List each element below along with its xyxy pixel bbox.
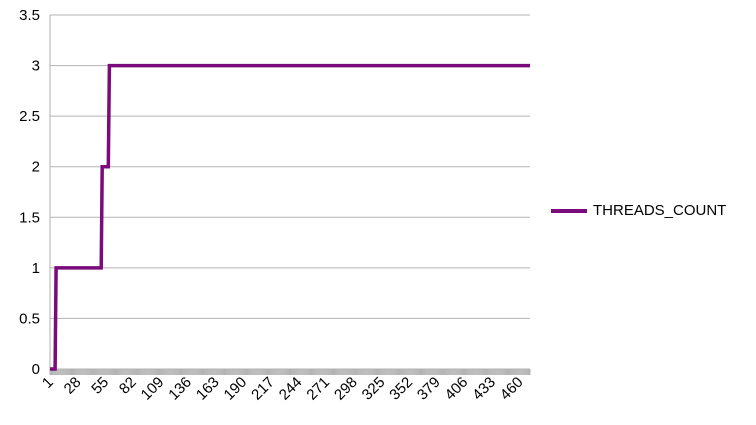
x-tick-label: 136 bbox=[165, 374, 195, 404]
x-tick-label: 109 bbox=[138, 374, 168, 404]
x-tick-label: 406 bbox=[442, 374, 472, 404]
y-tick-label: 0.5 bbox=[19, 310, 40, 327]
legend-swatch bbox=[551, 208, 587, 213]
x-tick-label: 55 bbox=[88, 374, 112, 398]
y-tick-label: 2.5 bbox=[19, 108, 40, 125]
y-tick-label: 3.5 bbox=[19, 7, 40, 24]
x-axis: 1 28 55 82109136163190217244271298325352379… bbox=[39, 368, 531, 404]
series-layer bbox=[50, 63, 530, 371]
y-axis: 0 0.5 1 1.5 2 2.5 3 3.5 bbox=[19, 7, 51, 378]
x-tick-label: 163 bbox=[193, 374, 223, 404]
x-tick-label: 82 bbox=[116, 374, 140, 398]
legend: THREADS_COUNT bbox=[551, 202, 726, 219]
y-tick-label: 1 bbox=[32, 260, 40, 277]
y-tick-label: 1.5 bbox=[19, 209, 40, 226]
x-tick-label: 298 bbox=[331, 374, 361, 404]
x-tick-label: 352 bbox=[386, 374, 416, 404]
x-tick-label: 433 bbox=[469, 374, 499, 404]
x-tick-label: 325 bbox=[359, 374, 389, 404]
series-line bbox=[50, 63, 530, 371]
gridlines bbox=[50, 14, 530, 370]
x-tick-label: 1 bbox=[39, 374, 57, 392]
x-tick-label: 379 bbox=[414, 374, 444, 404]
y-tick-label: 2 bbox=[32, 159, 40, 176]
y-tick-label: 3 bbox=[32, 58, 40, 75]
x-tick-label: 460 bbox=[497, 374, 527, 404]
legend-label: THREADS_COUNT bbox=[593, 202, 727, 219]
x-tick-label: 190 bbox=[221, 374, 251, 404]
x-tick-label: 271 bbox=[303, 374, 333, 404]
x-tick-label: 244 bbox=[276, 374, 306, 404]
x-tick-label: 28 bbox=[61, 374, 85, 398]
y-tick-label: 0 bbox=[32, 361, 40, 378]
x-tick-label: 217 bbox=[248, 374, 278, 404]
